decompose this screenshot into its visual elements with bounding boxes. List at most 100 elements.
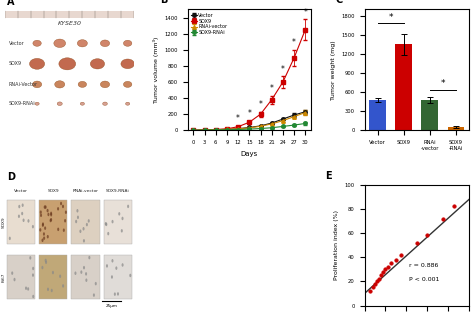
Circle shape	[57, 228, 59, 231]
Ellipse shape	[57, 102, 62, 106]
Text: SOX9: SOX9	[1, 216, 5, 228]
Point	[375, 277, 383, 282]
Text: Vector: Vector	[9, 41, 24, 46]
Circle shape	[40, 214, 42, 217]
Circle shape	[106, 264, 108, 268]
FancyBboxPatch shape	[39, 255, 67, 299]
Circle shape	[43, 232, 45, 236]
Y-axis label: Tumor volume (mm³): Tumor volume (mm³)	[153, 37, 159, 103]
Y-axis label: Tumor weight (mg): Tumor weight (mg)	[331, 40, 336, 100]
Circle shape	[32, 295, 34, 298]
Circle shape	[83, 239, 85, 243]
Text: A: A	[7, 0, 15, 7]
Ellipse shape	[123, 81, 132, 87]
Text: *: *	[389, 13, 393, 21]
Text: r = 0.886: r = 0.886	[409, 263, 438, 268]
Point	[366, 289, 374, 294]
Text: *: *	[292, 38, 296, 47]
Ellipse shape	[77, 40, 87, 47]
Ellipse shape	[126, 102, 130, 105]
Circle shape	[79, 230, 82, 233]
Circle shape	[32, 225, 34, 228]
Point	[439, 216, 447, 221]
Ellipse shape	[103, 102, 107, 106]
FancyBboxPatch shape	[72, 200, 100, 244]
Circle shape	[44, 205, 46, 209]
Ellipse shape	[33, 40, 41, 46]
FancyBboxPatch shape	[7, 200, 35, 244]
Text: SOX9: SOX9	[47, 189, 59, 193]
Point	[413, 240, 421, 245]
Circle shape	[27, 287, 29, 291]
Text: RNAi-Vector: RNAi-Vector	[9, 82, 38, 87]
Circle shape	[50, 213, 52, 216]
Circle shape	[121, 229, 123, 232]
Text: *: *	[281, 65, 285, 73]
Circle shape	[65, 210, 67, 214]
Circle shape	[121, 263, 124, 267]
Circle shape	[77, 215, 79, 219]
Circle shape	[42, 238, 44, 242]
Circle shape	[9, 237, 11, 240]
Circle shape	[29, 256, 31, 260]
Circle shape	[21, 212, 23, 215]
Legend: Vector, SOX9, RNAi-vector, SOX9-RNAi: Vector, SOX9, RNAi-vector, SOX9-RNAi	[190, 12, 228, 36]
Point	[371, 281, 379, 286]
Circle shape	[111, 259, 113, 262]
Circle shape	[121, 217, 124, 220]
Circle shape	[11, 272, 13, 275]
Bar	[421, 100, 438, 130]
Circle shape	[118, 212, 120, 215]
Text: *: *	[270, 84, 273, 93]
Circle shape	[83, 266, 85, 269]
Text: *: *	[236, 114, 240, 123]
Text: SOX9-RNAi: SOX9-RNAi	[106, 189, 130, 193]
Circle shape	[95, 282, 97, 285]
Text: SOX9-RNAi: SOX9-RNAi	[9, 101, 35, 106]
Point	[397, 252, 405, 257]
Text: Vector: Vector	[14, 189, 28, 193]
Ellipse shape	[80, 102, 84, 105]
Circle shape	[111, 220, 114, 223]
Bar	[447, 127, 465, 130]
Ellipse shape	[54, 39, 65, 48]
Point	[424, 233, 431, 238]
Circle shape	[111, 275, 113, 279]
Circle shape	[47, 213, 49, 216]
Circle shape	[39, 228, 41, 232]
Point	[387, 261, 394, 266]
Text: *: *	[303, 8, 307, 17]
Circle shape	[57, 207, 59, 210]
Circle shape	[42, 222, 44, 226]
Point	[392, 257, 400, 262]
FancyBboxPatch shape	[7, 255, 35, 299]
Circle shape	[62, 205, 64, 208]
FancyBboxPatch shape	[39, 200, 67, 244]
Text: C: C	[335, 0, 342, 5]
Circle shape	[27, 219, 29, 223]
Circle shape	[74, 272, 76, 275]
Circle shape	[59, 274, 61, 278]
Point	[374, 279, 381, 284]
Circle shape	[32, 273, 34, 277]
Ellipse shape	[123, 40, 132, 46]
Circle shape	[22, 203, 24, 207]
Circle shape	[50, 212, 52, 215]
Circle shape	[50, 219, 52, 222]
FancyBboxPatch shape	[104, 200, 132, 244]
Y-axis label: Proliferation index (%): Proliferation index (%)	[334, 210, 339, 280]
Point	[380, 269, 387, 274]
Bar	[369, 100, 386, 130]
Circle shape	[63, 228, 65, 232]
Circle shape	[88, 219, 90, 223]
Text: *: *	[441, 79, 445, 88]
Ellipse shape	[35, 102, 39, 105]
Circle shape	[52, 271, 54, 274]
Circle shape	[85, 278, 87, 282]
Circle shape	[40, 210, 42, 214]
Circle shape	[45, 261, 47, 264]
Circle shape	[47, 288, 49, 291]
Text: RNAi-vector: RNAi-vector	[73, 189, 99, 193]
Text: KYSE30: KYSE30	[57, 21, 82, 26]
Text: Ki67: Ki67	[1, 272, 5, 282]
